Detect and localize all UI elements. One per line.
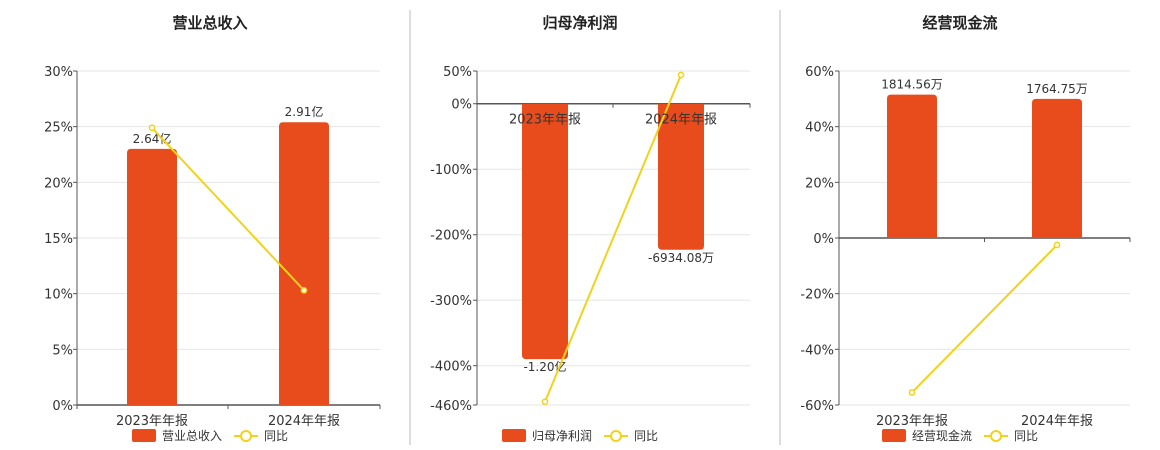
chart3-ytick-label: -40%: [800, 343, 834, 358]
chart3-ytick-label: -60%: [800, 399, 834, 414]
chart2-yoy-line: [544, 74, 682, 403]
chart1-ytick-label: 15%: [44, 232, 73, 247]
chart3-ytick-label: 60%: [805, 65, 834, 80]
chart3-title: 经营现金流: [922, 14, 997, 32]
chart2-legend-line-marker: [610, 430, 622, 442]
chart2-ytick-label: -200%: [430, 229, 472, 244]
chart3-bar-data-label: 1814.56万: [881, 78, 943, 92]
chart3-bar: [1032, 98, 1082, 238]
chart3-legend-line-marker: [990, 430, 1002, 442]
chart3-x-label: 2024年年报: [1021, 414, 1093, 429]
chart2-x-label: 2024年年报: [645, 113, 717, 128]
chart1-ytick-label: 30%: [44, 65, 73, 80]
chart1-title: 营业总收入: [172, 14, 247, 32]
chart3-legend-line-label: 同比: [1014, 429, 1038, 443]
chart1-bar-data-label: 2.64亿: [133, 131, 172, 146]
chart1-legend-line-label: 同比: [264, 429, 288, 443]
chart1-legend-bar-swatch: [132, 429, 156, 442]
chart1-bar-data-label: 2.91亿: [285, 104, 324, 119]
chart1-x-label: 2023年年报: [116, 414, 188, 429]
chart2-yoy-point: [541, 398, 549, 406]
chart2-title: 归母净利润: [542, 14, 617, 32]
chart1-x-label: 2024年年报: [268, 414, 340, 429]
chart1-bar: [279, 122, 329, 406]
chart2-bar-data-label: -1.20亿: [523, 359, 566, 374]
chart1-ytick-label: 20%: [44, 176, 73, 191]
chart2-legend-bar-label: 归母净利润: [532, 429, 592, 443]
chart3-ytick-label: 20%: [805, 176, 834, 191]
chart2-x-label: 2023年年报: [509, 113, 581, 128]
chart1-legend-line-marker: [240, 430, 252, 442]
chart2-bar: [522, 103, 568, 360]
chart2-ytick-label: -400%: [430, 360, 472, 375]
chart2-ytick-label: -300%: [430, 294, 472, 309]
chart2-ytick-label: 0%: [451, 98, 472, 113]
chart2-legend-bar-swatch: [502, 429, 526, 442]
chart2-bar-data-label: -6934.08万: [648, 251, 714, 265]
chart3-legend-bar-label: 经营现金流: [912, 428, 972, 443]
chart2-legend-line-label: 同比: [634, 429, 658, 443]
chart2-bar: [658, 103, 704, 250]
chart1-ytick-label: 10%: [44, 288, 73, 303]
chart1-yoy-point: [300, 286, 308, 294]
chart1-bar: [127, 148, 177, 405]
chart3-x-label: 2023年年报: [876, 414, 948, 429]
chart3-legend-bar-swatch: [882, 429, 906, 442]
chart1-yoy-point: [148, 124, 156, 132]
chart3-yoy-point: [908, 389, 916, 396]
chart1-ytick-label: 25%: [44, 121, 73, 136]
chart1-ytick-label: 0%: [52, 399, 73, 414]
chart2-yoy-point: [677, 71, 685, 79]
chart3-ytick-label: 40%: [805, 121, 834, 136]
chart1-yoy-line: [151, 127, 305, 292]
chart3-ytick-label: -20%: [800, 288, 834, 303]
chart2-ytick-label: 50%: [443, 65, 472, 80]
chart3-bar-data-label: 1764.75万: [1026, 82, 1088, 96]
chart3-ytick-label: 0%: [813, 232, 834, 247]
chart3-bar: [887, 94, 937, 239]
chart3-yoy-point: [1053, 241, 1061, 249]
chart1-legend-bar-label: 营业总收入: [162, 429, 222, 443]
chart1-ytick-label: 5%: [52, 343, 73, 358]
chart2-ytick-label: -460%: [430, 399, 472, 414]
chart3-yoy-line: [911, 244, 1058, 394]
chart2-ytick-label: -100%: [430, 163, 472, 178]
